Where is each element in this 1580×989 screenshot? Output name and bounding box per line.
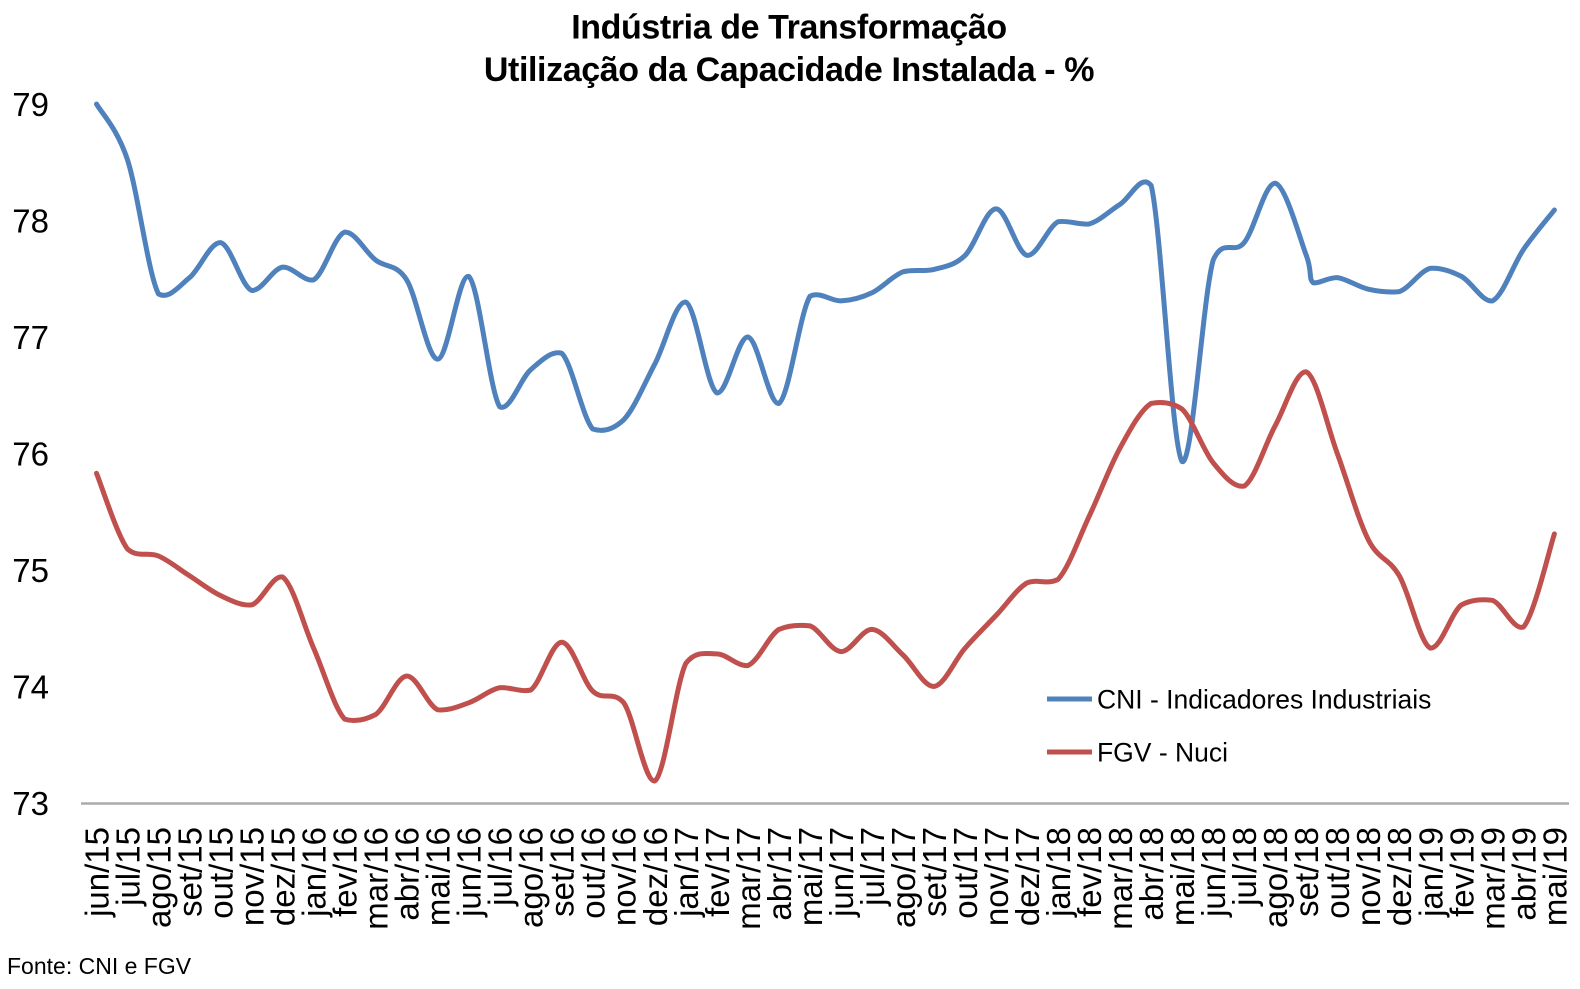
svg-text:set/18: set/18 (1288, 827, 1325, 917)
svg-text:FGV - Nuci: FGV - Nuci (1097, 738, 1228, 768)
svg-text:abr/18: abr/18 (1133, 827, 1170, 921)
svg-text:mai/19: mai/19 (1536, 827, 1573, 926)
svg-text:jan/19: jan/19 (1412, 827, 1449, 918)
svg-text:jul/15: jul/15 (109, 827, 146, 907)
svg-text:jul/16: jul/16 (482, 827, 519, 907)
svg-text:73: 73 (12, 785, 49, 822)
svg-text:nov/18: nov/18 (1350, 827, 1387, 926)
svg-text:jan/16: jan/16 (295, 827, 332, 918)
svg-text:jun/18: jun/18 (1195, 827, 1232, 918)
svg-text:ago/15: ago/15 (140, 827, 177, 928)
svg-text:jan/17: jan/17 (668, 827, 705, 918)
svg-text:ago/18: ago/18 (1257, 827, 1294, 928)
svg-text:mar/16: mar/16 (358, 827, 395, 930)
svg-text:CNI - Indicadores Industriais: CNI - Indicadores Industriais (1097, 685, 1431, 715)
svg-text:78: 78 (12, 202, 49, 239)
svg-text:abr/16: abr/16 (389, 827, 426, 921)
svg-text:fev/18: fev/18 (1071, 827, 1108, 917)
svg-text:jan/18: jan/18 (1040, 827, 1077, 918)
svg-text:79: 79 (12, 86, 49, 123)
svg-text:Indústria de Transformação: Indústria de Transformação (571, 9, 1007, 47)
svg-text:set/17: set/17 (916, 827, 953, 917)
svg-text:74: 74 (12, 668, 49, 705)
svg-text:out/18: out/18 (1319, 827, 1356, 919)
svg-text:mar/19: mar/19 (1474, 827, 1511, 930)
svg-text:fev/16: fev/16 (327, 827, 364, 917)
svg-text:jul/17: jul/17 (854, 827, 891, 907)
svg-text:abr/17: abr/17 (761, 827, 798, 921)
svg-text:nov/17: nov/17 (978, 827, 1015, 926)
svg-text:mai/16: mai/16 (420, 827, 457, 926)
svg-text:77: 77 (12, 319, 49, 356)
svg-text:mar/17: mar/17 (730, 827, 767, 930)
svg-text:jun/17: jun/17 (823, 827, 860, 918)
svg-text:mai/18: mai/18 (1164, 827, 1201, 926)
svg-text:ago/16: ago/16 (513, 827, 550, 928)
svg-text:Utilização da Capacidade Insta: Utilização da Capacidade Instalada - % (484, 51, 1094, 89)
svg-text:Fonte: CNI e FGV: Fonte: CNI e FGV (7, 953, 192, 979)
svg-text:out/16: out/16 (575, 827, 612, 919)
svg-text:ago/17: ago/17 (885, 827, 922, 928)
svg-text:jun/15: jun/15 (78, 827, 115, 918)
svg-text:mai/17: mai/17 (792, 827, 829, 926)
svg-text:fev/19: fev/19 (1443, 827, 1480, 917)
svg-text:fev/17: fev/17 (699, 827, 736, 917)
svg-text:nov/15: nov/15 (233, 827, 270, 926)
svg-text:dez/15: dez/15 (264, 827, 301, 926)
svg-text:set/16: set/16 (544, 827, 581, 917)
svg-text:jun/16: jun/16 (451, 827, 488, 918)
svg-text:75: 75 (12, 552, 49, 589)
svg-text:abr/19: abr/19 (1505, 827, 1542, 921)
svg-text:dez/18: dez/18 (1381, 827, 1418, 926)
svg-text:jul/18: jul/18 (1226, 827, 1263, 907)
svg-text:out/17: out/17 (947, 827, 984, 919)
svg-text:set/15: set/15 (171, 827, 208, 917)
svg-text:dez/17: dez/17 (1009, 827, 1046, 926)
svg-text:nov/16: nov/16 (606, 827, 643, 926)
svg-text:76: 76 (12, 435, 49, 472)
svg-text:out/15: out/15 (202, 827, 239, 919)
svg-text:mar/18: mar/18 (1102, 827, 1139, 930)
svg-text:dez/16: dez/16 (637, 827, 674, 926)
